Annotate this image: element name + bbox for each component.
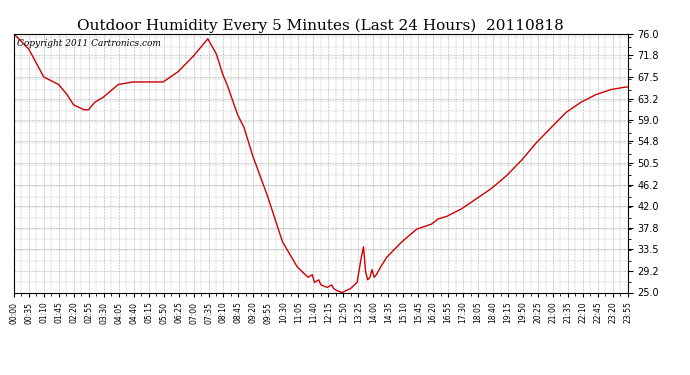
Text: Copyright 2011 Cartronics.com: Copyright 2011 Cartronics.com <box>17 39 161 48</box>
Title: Outdoor Humidity Every 5 Minutes (Last 24 Hours)  20110818: Outdoor Humidity Every 5 Minutes (Last 2… <box>77 18 564 33</box>
